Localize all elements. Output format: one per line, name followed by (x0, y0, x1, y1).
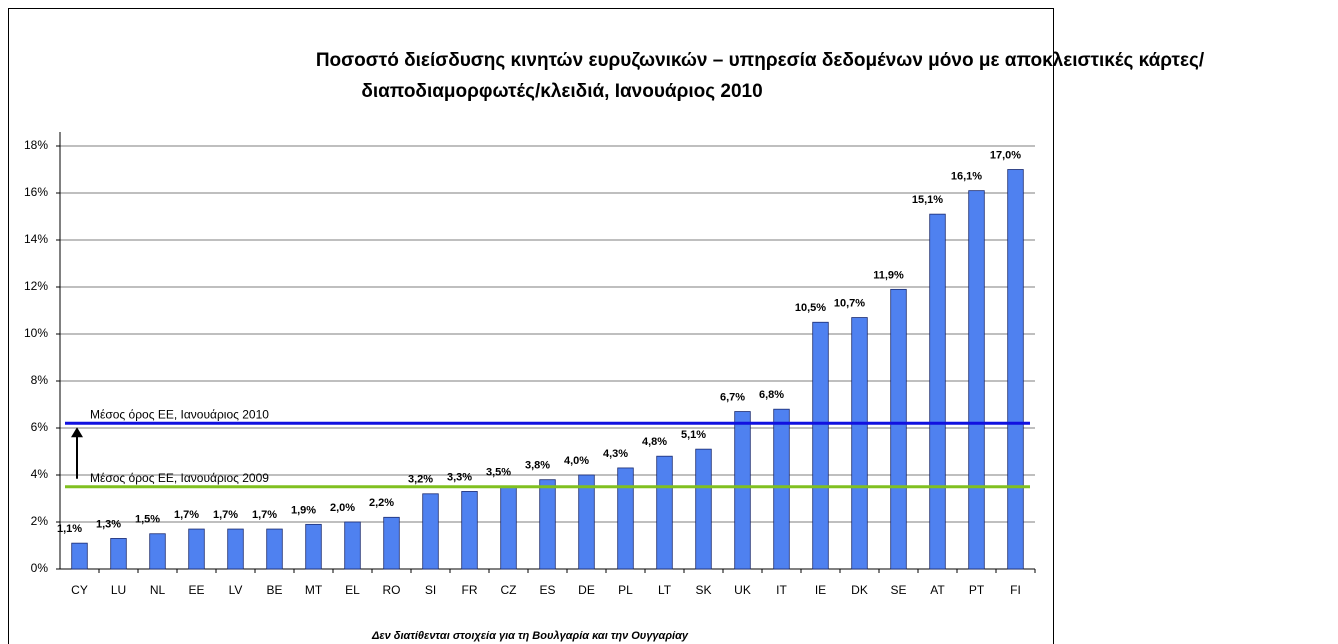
reference-label: Μέσος όρος ΕΕ, Ιανουάριος 2010 (90, 407, 269, 421)
bar (422, 493, 439, 570)
arrow-head (71, 427, 83, 438)
bar (188, 528, 205, 570)
x-tick-label: DK (851, 583, 868, 597)
bar (929, 213, 946, 570)
data-label: 15,1% (912, 194, 943, 206)
data-label: 17,0% (990, 149, 1021, 161)
x-tick-label: FR (462, 583, 478, 597)
bar (773, 408, 790, 570)
bar (890, 288, 907, 570)
x-tick-label: FI (1010, 583, 1021, 597)
x-tick-label: AT (930, 583, 945, 597)
chart-title: Ποσοστό διείσδυσης κινητών ευρυζωνικών –… (316, 50, 1205, 71)
data-label: 4,3% (603, 448, 628, 460)
x-tick-label: ES (539, 583, 555, 597)
bar (461, 491, 478, 570)
data-label: 1,7% (174, 509, 199, 521)
data-label: 1,7% (213, 509, 238, 521)
bar (71, 542, 88, 570)
x-tick-label: LT (658, 583, 672, 597)
bar (305, 523, 322, 570)
data-label: 5,1% (681, 429, 706, 441)
x-tick-label: PL (618, 583, 633, 597)
data-label: 10,7% (834, 297, 865, 309)
x-tick-label: PT (969, 583, 985, 597)
x-tick-label: CZ (501, 583, 517, 597)
bar (344, 521, 361, 570)
bar (266, 528, 283, 570)
bar (383, 516, 400, 570)
data-label: 1,3% (96, 518, 121, 530)
x-tick-label: DE (578, 583, 595, 597)
x-tick-label: UK (734, 583, 751, 597)
chart-title: διαποδιαμορφωτές/κλειδιά, Ιανουάριος 201… (361, 81, 762, 102)
y-tick-label: 8% (31, 373, 49, 387)
x-tick-label: SK (695, 583, 711, 597)
data-label: 3,8% (525, 460, 550, 472)
x-tick-label: IT (776, 583, 787, 597)
data-label: 3,3% (447, 471, 472, 483)
x-tick-label: NL (150, 583, 166, 597)
x-tick-label: CY (71, 583, 88, 597)
y-tick-label: 0% (31, 561, 49, 575)
bar (539, 479, 556, 570)
data-label: 3,2% (408, 474, 433, 486)
x-tick-label: LV (229, 583, 243, 597)
data-label: 2,0% (330, 502, 355, 514)
y-tick-label: 4% (31, 467, 49, 481)
bar (734, 411, 751, 570)
bar (500, 486, 517, 570)
x-tick-label: SE (890, 583, 906, 597)
footnote: Δεν διατίθενται στοιχεία για τη Βουλγαρί… (371, 630, 689, 642)
bar (968, 190, 985, 570)
bar (149, 533, 166, 570)
data-label: 4,8% (642, 436, 667, 448)
reference-label: Μέσος όρος ΕΕ, Ιανουάριος 2009 (90, 471, 269, 485)
y-tick-label: 16% (24, 185, 48, 199)
data-label: 6,7% (720, 391, 745, 403)
y-tick-label: 6% (31, 420, 49, 434)
data-label: 4,0% (564, 455, 589, 467)
data-label: 3,5% (486, 467, 511, 479)
x-tick-label: SI (425, 583, 436, 597)
data-label: 1,7% (252, 509, 277, 521)
x-tick-label: MT (305, 583, 323, 597)
bar (617, 467, 634, 570)
data-label: 1,5% (135, 514, 160, 526)
bar (578, 474, 595, 570)
bar (656, 455, 673, 570)
data-label: 10,5% (795, 302, 826, 314)
data-label: 1,1% (57, 523, 82, 535)
bar (227, 528, 244, 570)
data-label: 2,2% (369, 497, 394, 509)
y-tick-label: 12% (24, 279, 48, 293)
x-tick-label: EE (188, 583, 204, 597)
data-label: 16,1% (951, 171, 982, 183)
data-label: 6,8% (759, 389, 784, 401)
x-tick-label: BE (266, 583, 282, 597)
data-label: 1,9% (291, 504, 316, 516)
x-tick-label: RO (383, 583, 401, 597)
y-tick-label: 18% (24, 138, 48, 152)
x-tick-label: IE (815, 583, 826, 597)
y-tick-label: 10% (24, 326, 48, 340)
data-label: 11,9% (873, 269, 904, 281)
bar (1007, 169, 1024, 570)
chart-frame (8, 8, 1054, 644)
bar (110, 538, 127, 570)
bar (812, 321, 829, 570)
x-tick-label: LU (111, 583, 126, 597)
y-tick-label: 2% (31, 514, 49, 528)
x-tick-label: EL (345, 583, 360, 597)
bar (851, 317, 868, 570)
y-tick-label: 14% (24, 232, 48, 246)
bar (695, 448, 712, 570)
